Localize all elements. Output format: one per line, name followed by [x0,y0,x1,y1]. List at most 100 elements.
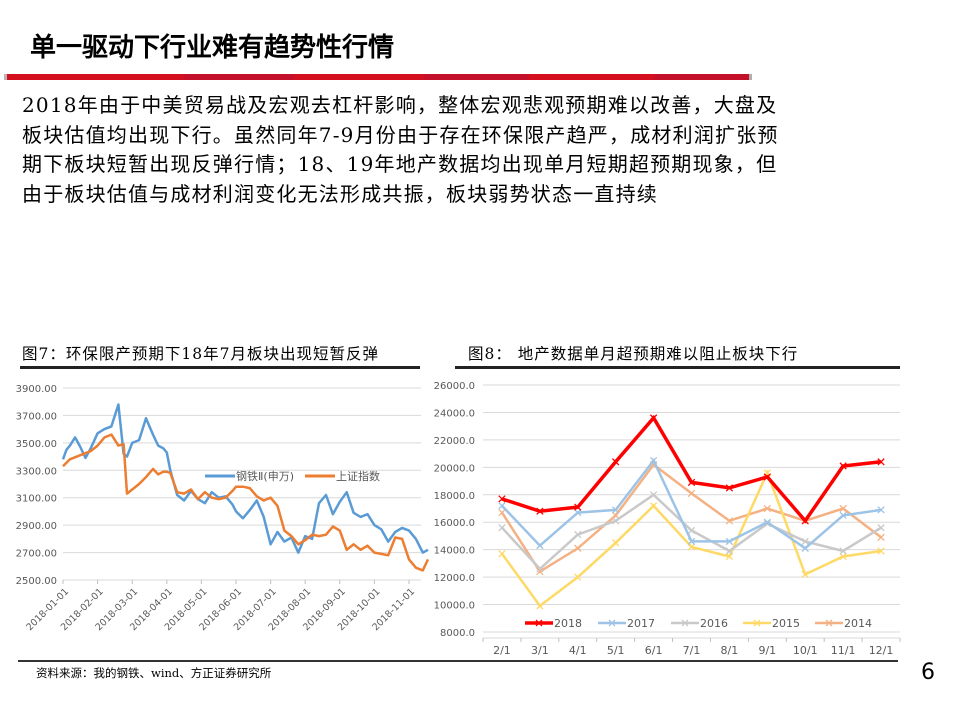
legend-label: 2014 [844,617,872,630]
x-marker [649,456,658,465]
x-marker [839,552,847,561]
y-tick-label: 2700.00 [16,549,57,560]
x-tick-label: 4/1 [569,644,587,657]
title-underline-bar [4,74,752,80]
x-marker [725,517,734,525]
x-marker [612,539,620,547]
x-marker [687,526,696,535]
x-marker [839,504,847,513]
fig7-top-rule [20,366,420,369]
paragraph-line: 由于板块估值与成材利润变化无法形成共振，板块弱势状态一直持续 [22,181,658,206]
x-tick-label: 2/1 [493,644,511,657]
legend-label: 2017 [627,617,655,630]
series-line [501,458,882,550]
x-marker [687,478,696,487]
x-marker [877,506,885,514]
x-marker [763,518,771,526]
source-note: 资料来源：我的钢铁、wind、方正证券研究所 [36,666,272,680]
x-marker [877,524,885,532]
y-tick-label: 3500.00 [16,439,57,450]
page-title: 单一驱动下行业难有趋势性行情 [30,33,395,63]
y-tick-label: 18000.0 [434,491,475,502]
legend-marker [753,619,761,627]
source-rule [18,660,898,662]
x-marker [498,495,506,503]
x-marker [649,502,658,510]
x-marker [498,502,506,510]
y-tick-label: 3300.00 [16,466,57,477]
fig8-chart: 26000.0 24000.0 22000.0 20000.0 18000.0 16000… [434,381,901,657]
x-marker [498,508,506,517]
legend-label: 钢铁Ⅱ(申万) [236,470,294,483]
y-tick-label: 3900.00 [16,384,57,395]
x-tick-label: 10/1 [793,644,818,657]
x-marker [725,484,734,492]
y-tick-label: 3100.00 [16,494,57,505]
page-number: 6 [921,660,935,685]
x-tick-label: 9/1 [758,644,776,657]
x-marker [612,458,620,466]
x-marker [498,524,506,532]
x-marker [877,533,885,541]
x-marker [574,573,582,581]
x-marker [536,507,544,515]
x-marker [574,530,582,539]
legend-marker [608,619,616,627]
y-tick-label: 10000.0 [434,601,475,612]
fig7-title: 图7：环保限产预期下18年7月板块出现短暂反弹 [22,345,379,363]
legend-label: 上证指数 [336,469,380,483]
legend-label: 2016 [700,617,728,630]
x-marker [801,517,809,525]
legend-marker [681,619,689,627]
x-marker [763,504,771,513]
x-marker [536,541,544,550]
x-marker [612,511,620,520]
x-marker [687,543,696,551]
x-tick-label: 8/1 [721,644,739,657]
x-tick-label: 7/1 [683,644,701,657]
x-marker [801,537,809,546]
x-tick-label: 3/1 [531,644,549,657]
fig8-top-rule [455,366,900,369]
paragraph-line: 2018年由于中美贸易战及宏观去杠杆影响，整体宏观悲观预期难以改善，大盘及 [22,93,778,117]
x-marker [574,503,582,511]
series-line [62,433,430,572]
x-marker [725,537,734,546]
y-tick-label: 22000.0 [434,436,475,447]
y-tick-label: 2500.00 [16,576,57,587]
legend-label: 2018 [554,617,582,630]
x-marker [536,602,544,610]
x-marker [612,517,620,525]
x-marker [877,458,885,466]
x-marker [612,506,620,514]
y-tick-label: 26000.0 [434,381,475,392]
legend-label: 2015 [772,617,800,630]
y-tick-label: 12000.0 [434,573,475,584]
summary-paragraph: 2018年由于中美贸易战及宏观去杠杆影响，整体宏观悲观预期难以改善，大盘及 板块… [22,91,882,209]
x-marker [649,491,658,499]
x-tick-label: 6/1 [645,644,663,657]
x-marker [574,508,582,517]
x-marker [725,552,734,561]
y-tick-label: 20000.0 [434,463,475,474]
paragraph-line: 期下板块短暂出现反弹行情；18、19年地产数据均出现单月短期超预期现象，但 [22,152,778,176]
legend-marker [825,619,833,627]
y-tick-label: 16000.0 [434,518,475,529]
y-tick-label: 14000.0 [434,546,475,557]
x-tick-label: 5/1 [607,644,625,657]
x-tick-label: 12/1 [869,644,894,657]
x-marker [649,414,658,422]
fig8-title: 图8： 地产数据单月超预期难以阻止板块下行 [468,345,799,363]
x-marker [574,544,582,552]
y-tick-label: 2900.00 [16,521,57,532]
x-marker [498,550,506,558]
y-tick-label: 3700.00 [16,411,57,422]
x-marker [877,547,885,555]
series-line [501,414,882,524]
y-tick-label: 8000.0 [440,628,475,639]
x-marker [839,462,847,470]
x-marker [839,511,847,520]
x-marker [839,547,847,555]
legend-marker [535,619,543,627]
x-marker [687,489,696,498]
